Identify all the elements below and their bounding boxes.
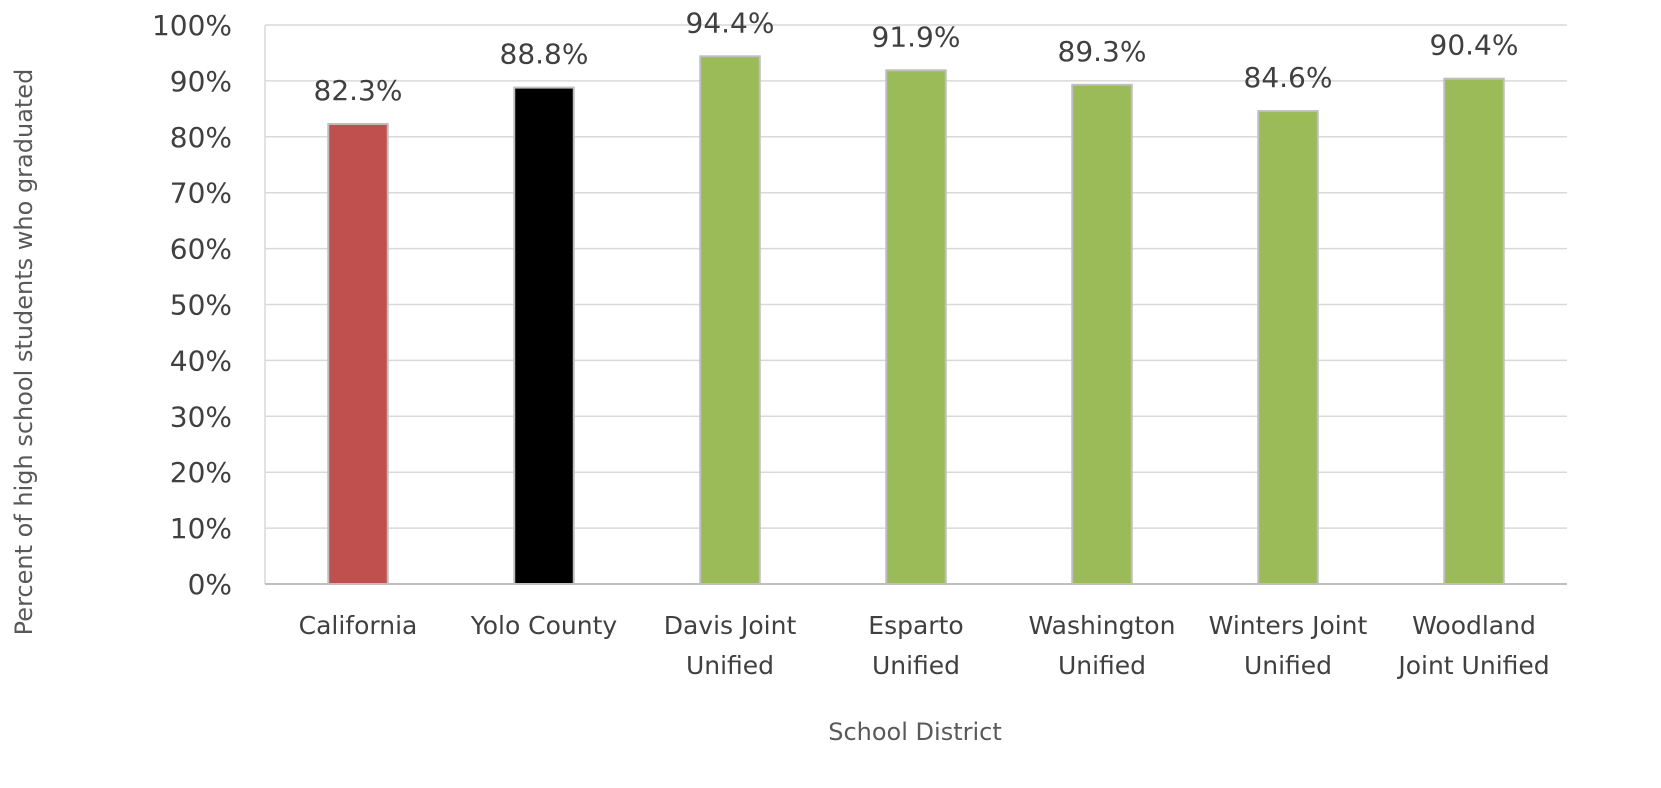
y-tick-label: 60%: [170, 233, 232, 266]
data-label: 84.6%: [1244, 61, 1333, 94]
x-tick-label-line: Joint Unified: [1396, 651, 1549, 680]
y-tick-label: 10%: [170, 512, 232, 545]
data-label: 88.8%: [500, 38, 589, 71]
x-tick-label: Yolo County: [470, 611, 618, 640]
bar: [513, 86, 575, 585]
data-labels: 82.3% 88.8% 94.4% 91.9% 89.3% 84.6% 90.4%: [314, 6, 1519, 107]
bar: [1071, 83, 1133, 586]
y-tick-label: 80%: [170, 121, 232, 154]
x-tick-label-line: Esparto: [868, 611, 963, 640]
x-tick-label-line: Davis Joint: [664, 611, 797, 640]
x-tick-label: Esparto Unified: [868, 611, 963, 680]
x-tick-label-line: Unified: [1058, 651, 1146, 680]
data-label: 91.9%: [872, 20, 961, 53]
y-tick-label: 40%: [170, 344, 232, 377]
bar: [699, 55, 761, 585]
y-axis-title: Percent of high school students who grad…: [10, 69, 38, 636]
bar: [1443, 77, 1505, 585]
x-tick-label-line: Unified: [872, 651, 960, 680]
data-label: 94.4%: [686, 6, 775, 39]
x-tick-label: Washington Unified: [1029, 611, 1176, 680]
data-label: 90.4%: [1430, 29, 1519, 62]
x-axis-title: School District: [828, 718, 1002, 746]
x-tick-label-line: Winters Joint: [1209, 611, 1368, 640]
x-tick-label-line: Unified: [1244, 651, 1332, 680]
data-label: 89.3%: [1058, 35, 1147, 68]
x-tick-label: Davis Joint Unified: [664, 611, 797, 680]
x-axis-ticks: California Yolo County Davis Joint UnifiedE…: [299, 611, 1550, 680]
x-tick-label: California: [299, 611, 418, 640]
bar: [885, 69, 947, 586]
bars: [327, 55, 1505, 586]
x-tick-label-line: Yolo County: [470, 611, 618, 640]
data-label: 82.3%: [314, 74, 403, 107]
y-axis-ticks: 0% 10% 20% 30% 40% 50% 60% 70% 80% 90% 100%: [152, 9, 232, 601]
y-tick-label: 30%: [170, 400, 232, 433]
y-tick-label: 70%: [170, 177, 232, 210]
x-tick-label-line: California: [299, 611, 418, 640]
y-tick-label: 50%: [170, 289, 232, 322]
y-tick-label: 90%: [170, 65, 232, 98]
bar: [327, 122, 389, 586]
y-tick-label: 100%: [152, 9, 232, 42]
x-tick-label: Woodland Joint Unified: [1396, 611, 1549, 680]
y-tick-label: 0%: [188, 568, 232, 601]
x-tick-label-line: Woodland: [1412, 611, 1536, 640]
x-tick-label-line: Washington: [1029, 611, 1176, 640]
y-tick-label: 20%: [170, 456, 232, 489]
x-tick-label-line: Unified: [686, 651, 774, 680]
bar: [1257, 110, 1319, 585]
x-tick-label: Winters Joint Unified: [1209, 611, 1368, 680]
